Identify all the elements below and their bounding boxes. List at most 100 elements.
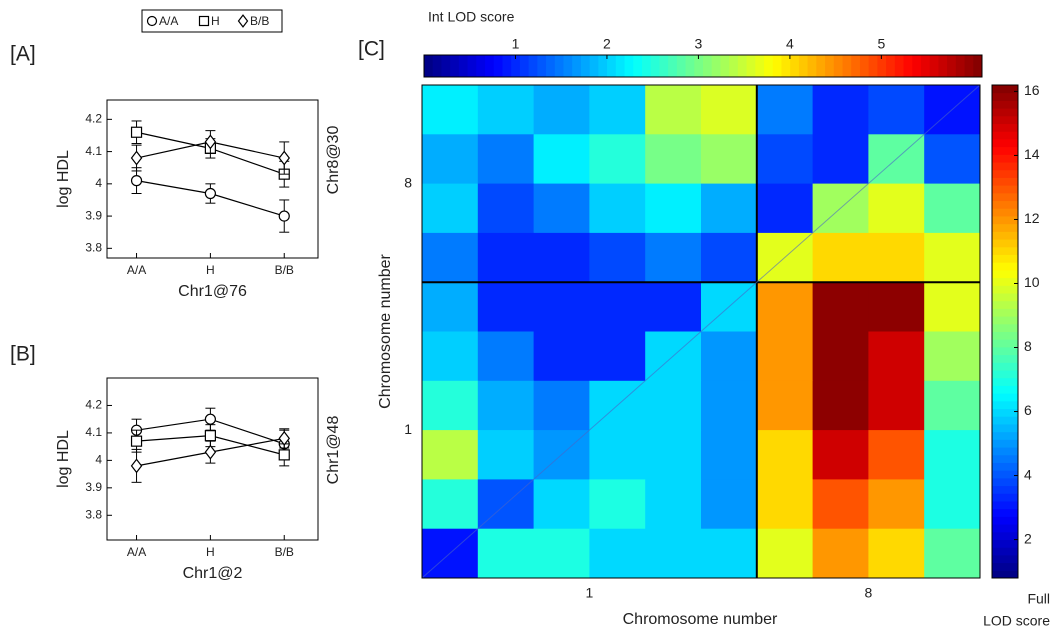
marker bbox=[204, 187, 216, 200]
marker bbox=[130, 150, 143, 166]
heatmap-cell bbox=[701, 232, 758, 283]
colorbar-segment bbox=[859, 55, 870, 77]
panel-label: [A] bbox=[10, 43, 36, 66]
colorbar-tick-label: 10 bbox=[1024, 274, 1040, 290]
colorbar-segment bbox=[877, 55, 887, 77]
heatmap-cell bbox=[868, 430, 925, 480]
panel-label: [B] bbox=[10, 343, 36, 366]
heatmap-cell bbox=[645, 479, 702, 530]
marker bbox=[278, 150, 290, 166]
colorbar-segment bbox=[920, 55, 931, 77]
heatmap-cell bbox=[533, 528, 590, 579]
heatmap-cell bbox=[868, 528, 925, 579]
colorbar-segment bbox=[992, 447, 1018, 456]
heatmap-cell bbox=[589, 85, 646, 135]
colorbar-title: Int LOD score bbox=[428, 9, 515, 25]
colorbar-segment bbox=[607, 55, 617, 77]
heatmap-cell bbox=[812, 430, 869, 480]
heatmap-cell bbox=[645, 183, 702, 234]
heatmap-cell bbox=[812, 528, 869, 579]
heatmap-cell bbox=[924, 232, 981, 283]
colorbar-segment bbox=[992, 154, 1018, 163]
colorbar-segment bbox=[711, 55, 721, 77]
colorbar-segment bbox=[992, 223, 1018, 232]
heatmap-cell bbox=[701, 430, 758, 480]
panel-label: [C] bbox=[358, 38, 385, 61]
marker bbox=[237, 14, 249, 28]
x-tick-label: A/A bbox=[127, 545, 146, 559]
colorbar-segment bbox=[992, 246, 1018, 255]
colorbar-segment bbox=[912, 55, 922, 77]
colorbar-segment bbox=[458, 55, 469, 77]
colorbar-segment bbox=[624, 55, 634, 77]
heatmap-cell bbox=[422, 134, 479, 185]
colorbar-segment bbox=[992, 131, 1018, 140]
heatmap-cell bbox=[589, 528, 646, 579]
colorbar-segment bbox=[694, 55, 704, 77]
colorbar-segment bbox=[992, 192, 1018, 202]
marker bbox=[130, 126, 143, 138]
marker bbox=[204, 444, 217, 460]
x-tick-label: B/B bbox=[275, 545, 294, 559]
colorbar-segment bbox=[992, 416, 1018, 425]
colorbar-segment bbox=[992, 370, 1018, 379]
colorbar-segment bbox=[450, 55, 460, 77]
x-axis-label: Chromosome number bbox=[623, 611, 778, 628]
heatmap-cell bbox=[533, 282, 590, 332]
x-tick-label: H bbox=[206, 545, 215, 559]
y-axis-label: log HDL bbox=[55, 150, 72, 208]
colorbar-segment bbox=[955, 55, 966, 77]
heatmap-cell bbox=[645, 430, 702, 480]
colorbar-segment bbox=[992, 269, 1018, 279]
heatmap-cell bbox=[477, 85, 535, 135]
heatmap-cell bbox=[924, 479, 981, 530]
side-label: Chr8@30 bbox=[325, 126, 342, 195]
colorbar-segment bbox=[992, 408, 1018, 417]
heatmap-cell bbox=[422, 430, 479, 480]
colorbar-tick-label: 2 bbox=[603, 36, 611, 52]
colorbar-segment bbox=[755, 55, 765, 77]
heatmap-cell bbox=[533, 479, 590, 530]
colorbar-segment bbox=[676, 55, 687, 77]
y-tick-label: 4 bbox=[95, 453, 102, 467]
colorbar-segment bbox=[992, 470, 1018, 479]
heatmap-cell bbox=[589, 232, 646, 283]
colorbar-segment bbox=[992, 547, 1018, 556]
heatmap-cell bbox=[812, 232, 869, 283]
colorbar-segment bbox=[790, 55, 800, 77]
colorbar-segment bbox=[485, 55, 495, 77]
y-axis-label: log HDL bbox=[55, 430, 72, 488]
colorbar-segment bbox=[992, 92, 1018, 101]
colorbar-segment bbox=[992, 323, 1018, 332]
colorbar-segment bbox=[764, 55, 774, 77]
heatmap-cell bbox=[701, 85, 758, 135]
colorbar-segment bbox=[903, 55, 913, 77]
heatmap-cell bbox=[477, 232, 535, 283]
x-tick-label: A/A bbox=[127, 263, 146, 277]
colorbar-segment bbox=[992, 508, 1018, 517]
colorbar-segment bbox=[992, 162, 1018, 171]
colorbar-segment bbox=[737, 55, 748, 77]
colorbar-segment bbox=[851, 55, 861, 77]
colorbar-segment bbox=[519, 55, 530, 77]
colorbar-segment bbox=[992, 385, 1018, 394]
x-tick-label: B/B bbox=[275, 263, 294, 277]
colorbar-segment bbox=[772, 55, 782, 77]
x-axis-label: Chr1@2 bbox=[183, 565, 243, 582]
y-tick-label: 1 bbox=[404, 421, 412, 437]
marker bbox=[130, 435, 143, 447]
heatmap-cell bbox=[812, 134, 869, 185]
heatmap-cell bbox=[422, 331, 479, 382]
colorbar-tick-label: 4 bbox=[786, 36, 794, 52]
heatmap-cell bbox=[533, 380, 590, 431]
colorbar-segment bbox=[615, 55, 626, 77]
heatmap-cell bbox=[589, 430, 646, 480]
colorbar-segment bbox=[729, 55, 739, 77]
heatmap-cell bbox=[756, 134, 814, 185]
colorbar-segment bbox=[992, 400, 1018, 410]
colorbar-segment bbox=[816, 55, 826, 77]
colorbar-frame bbox=[423, 54, 983, 78]
colorbar-segment bbox=[633, 55, 643, 77]
legend-label: H bbox=[211, 14, 220, 28]
colorbar-segment bbox=[668, 55, 678, 77]
